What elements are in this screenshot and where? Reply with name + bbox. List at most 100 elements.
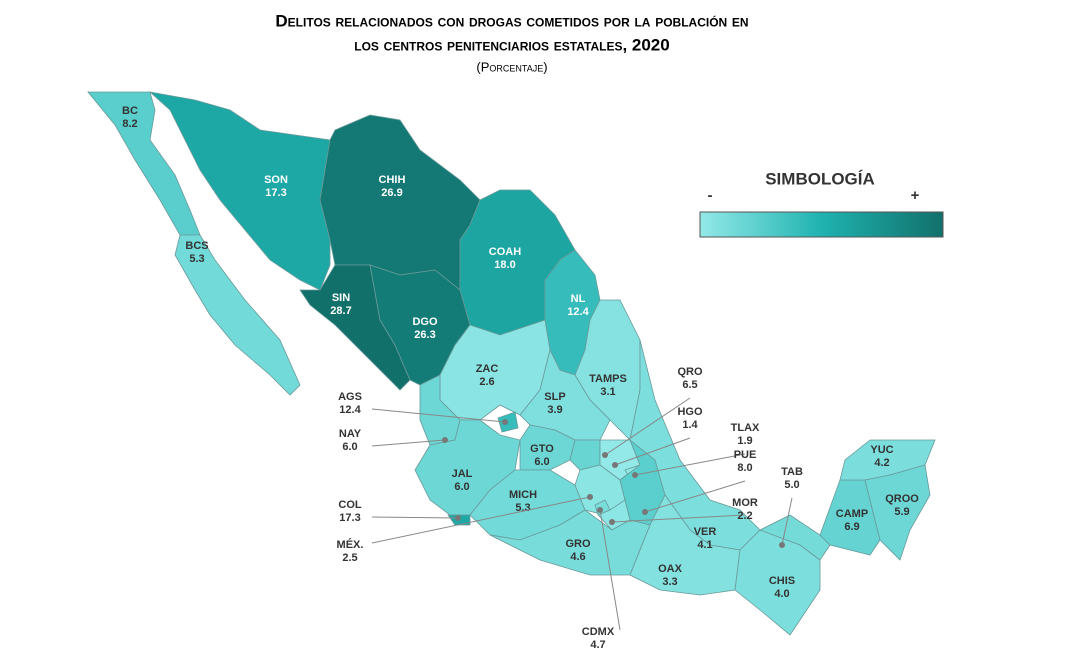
state: [569, 439, 601, 471]
state-value: 4.2: [874, 457, 889, 469]
state-name: DGO: [412, 316, 438, 328]
state-value: 18.0: [494, 259, 515, 271]
state-name: TLAX: [731, 422, 760, 434]
leader-line: [614, 437, 691, 466]
state-value: 5.0: [784, 479, 799, 491]
state-name: COAH: [489, 246, 521, 258]
state-value: 4.7: [590, 639, 605, 651]
state-value: 3.3: [662, 576, 677, 588]
state-name: GTO: [530, 443, 554, 455]
state-value: 5.9: [894, 506, 909, 518]
leader-line: [599, 509, 621, 631]
state: [864, 464, 931, 561]
state-value: 4.0: [774, 588, 789, 600]
state-name: TAB: [781, 466, 803, 478]
legend-gradient: [699, 211, 944, 238]
state-name: CDMX: [582, 626, 615, 638]
state-value: 26.3: [414, 329, 435, 341]
state-value: 3.9: [547, 404, 562, 416]
state-name: NAY: [339, 428, 362, 440]
state-name: VER: [694, 526, 717, 538]
state-value: 17.3: [265, 187, 286, 199]
leader-dot: [609, 519, 615, 525]
state-name: OAX: [658, 563, 683, 575]
state-value: 3.1: [600, 386, 615, 398]
state-value: 8.0: [737, 462, 752, 474]
state-name: MICH: [509, 489, 537, 501]
state-value: 2.5: [342, 552, 357, 564]
leader-dot: [632, 472, 638, 478]
state-name: BCS: [185, 240, 208, 252]
state-name: ZAC: [476, 363, 499, 375]
state: [174, 234, 301, 396]
state-value: 12.4: [567, 306, 589, 318]
state-value: 26.9: [381, 187, 402, 199]
state: [519, 348, 611, 441]
leader-line: [371, 496, 591, 544]
state-value: 2.2: [737, 510, 752, 522]
leader-line: [371, 439, 446, 447]
leader-dot: [502, 419, 508, 425]
state-value: 12.4: [339, 404, 361, 416]
state-value: 6.0: [454, 481, 469, 493]
state-name: YUC: [870, 444, 893, 456]
labels: BC8.2BCS5.3SON17.3CHIH26.9COAH18.0NL12.4…: [122, 105, 919, 651]
leader-line: [781, 497, 793, 546]
state-name: AGS: [338, 391, 362, 403]
state-value: 1.9: [737, 435, 752, 447]
title-line: los centros penitenciarios estatales, 20…: [354, 35, 669, 54]
state-value: 5.3: [515, 502, 530, 514]
state: [319, 114, 481, 291]
state-value: 4.1: [697, 539, 712, 551]
leader-line: [371, 408, 506, 423]
state-name: MÉX.: [337, 538, 364, 551]
leader-dot: [442, 437, 448, 443]
leader-line: [634, 453, 746, 476]
state-name: PUE: [734, 449, 757, 461]
state-value: 8.2: [122, 118, 137, 130]
state: [87, 91, 201, 236]
leader-dot: [602, 452, 608, 458]
state-value: 6.0: [534, 456, 549, 468]
leader-dot: [779, 542, 785, 548]
state-name: QRO: [677, 366, 703, 378]
state: [148, 91, 331, 291]
state-value: 17.3: [339, 512, 360, 524]
states: [87, 91, 936, 636]
state-value: 6.0: [342, 441, 357, 453]
state-value: 28.7: [330, 305, 351, 317]
state: [489, 509, 651, 576]
title-line: Delitos relacionados con drogas cometido…: [275, 11, 748, 30]
state-name: CHIS: [769, 575, 795, 587]
leader-line: [611, 514, 746, 523]
state-name: MOR: [732, 497, 758, 509]
leader-dot: [597, 507, 603, 513]
state-name: QROO: [885, 493, 919, 505]
state-name: TAMPS: [589, 373, 627, 385]
state-name: GRO: [565, 538, 591, 550]
state-name: BC: [122, 105, 138, 117]
state: [597, 499, 631, 531]
subtitle: (Porcentaje): [476, 59, 547, 74]
state-value: 2.6: [479, 376, 494, 388]
state-name: CAMP: [836, 508, 868, 520]
state-name: CHIH: [379, 174, 406, 186]
state-name: NL: [571, 293, 586, 305]
state-value: 1.4: [682, 419, 698, 431]
state-name: HGO: [677, 406, 703, 418]
state-value: 6.9: [844, 521, 859, 533]
state-name: SON: [264, 174, 288, 186]
leader-dot: [455, 515, 461, 521]
state-value: 6.5: [682, 379, 697, 391]
state-name: SIN: [332, 292, 350, 304]
legend-title: SIMBOLOGÍA: [765, 169, 875, 188]
state-name: JAL: [452, 468, 473, 480]
state-value: 4.6: [570, 551, 585, 563]
leader-line: [644, 480, 746, 513]
state-value: 5.3: [189, 253, 204, 265]
leader-line: [371, 516, 459, 519]
leader-dot: [587, 494, 593, 500]
legend-high: +: [911, 187, 920, 204]
legend-low: -: [708, 187, 713, 204]
